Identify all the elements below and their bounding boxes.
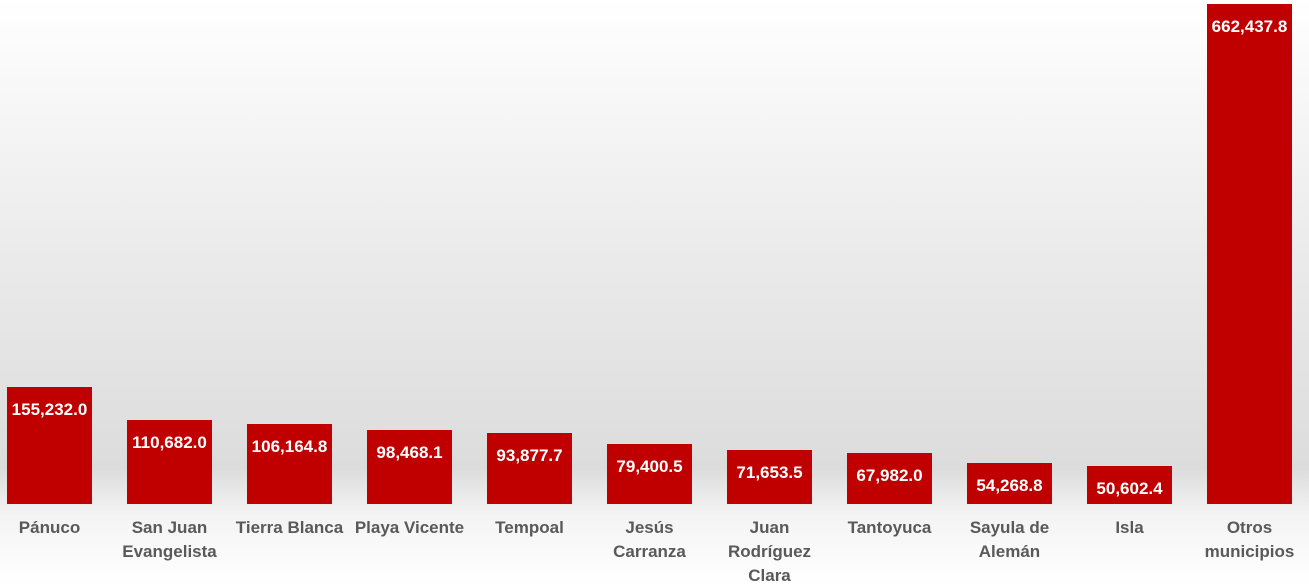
bar	[847, 452, 932, 504]
bar	[7, 386, 92, 504]
value-label: 67,982.0	[856, 465, 923, 485]
value-label: 50,602.4	[1096, 478, 1163, 498]
x-tick-label: Tantoyuca	[847, 518, 932, 537]
x-tick-label: Playa Vicente	[354, 518, 465, 537]
value-label: 93,877.7	[496, 446, 563, 466]
bar	[727, 449, 812, 504]
value-label: 98,468.1	[376, 442, 443, 462]
bar	[1207, 4, 1292, 504]
value-label: 662,437.8	[1211, 17, 1288, 36]
bar	[607, 444, 692, 504]
x-tick-label: Jesús Carranza	[613, 518, 686, 561]
value-label: 71,653.5	[736, 462, 803, 482]
bar	[127, 420, 212, 504]
value-label: 54,268.8	[976, 476, 1043, 496]
bar	[367, 429, 452, 504]
bar	[247, 423, 332, 504]
x-tick-label: Sayula de Alemán	[969, 518, 1050, 561]
value-label: 106,164.8	[251, 436, 328, 456]
bar	[1087, 465, 1172, 504]
value-label: 79,400.5	[616, 457, 683, 477]
x-tick-label: Tierra Blanca	[235, 518, 344, 537]
x-tick-label: Pánuco	[18, 518, 81, 537]
x-tick-label: Otros municipios	[1204, 518, 1295, 561]
value-label: 110,682.0	[132, 433, 207, 453]
value-label: 155,232.0	[11, 399, 88, 419]
bar	[487, 433, 572, 504]
x-tick-label: San Juan Evangelista	[122, 518, 217, 561]
x-tick-label: Juan Rodríguez Clara	[727, 518, 812, 585]
x-tick-label: Isla	[1115, 518, 1144, 537]
x-tick-label: Tempoal	[495, 518, 564, 537]
bar	[967, 463, 1052, 504]
